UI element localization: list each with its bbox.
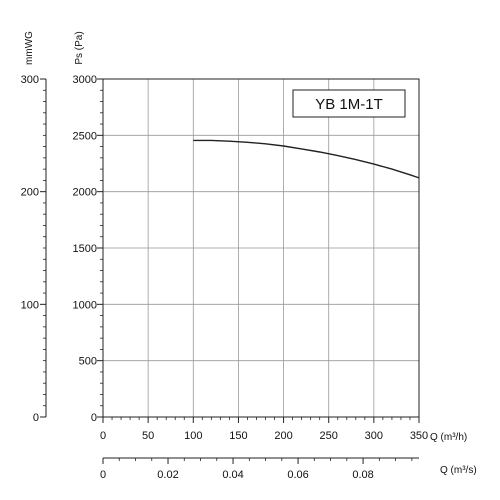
y-tick-label: 2000 [73, 187, 97, 199]
x-tick-label: 50 [142, 430, 154, 442]
secondary-y-tick-label: 0 [33, 412, 39, 424]
y-tick-label: 2500 [73, 130, 97, 142]
y-tick-label: 500 [79, 356, 97, 368]
minor-ticks [100, 89, 411, 420]
secondary-x-tick-label: 0.02 [157, 469, 178, 481]
y-tick-label: 1000 [73, 299, 97, 311]
title-box: YB 1M-1T [292, 89, 406, 118]
x-tick-label: 300 [365, 430, 383, 442]
secondary-x-axis-label: Q (m³/s) [440, 465, 477, 476]
x-tick-label: 0 [100, 430, 106, 442]
x-tick-label: 200 [274, 430, 292, 442]
x-tick-label: 250 [320, 430, 338, 442]
secondary-x-tick-label: 0.06 [287, 469, 308, 481]
chart-title: YB 1M-1T [315, 96, 383, 113]
x-tick-label: 100 [184, 430, 202, 442]
y-ticks: 0 500 1000 1500 2000 2500 3000 [73, 74, 103, 424]
secondary-y-tick-label: 300 [21, 74, 39, 86]
y-axis-label: Ps (Pa) [74, 31, 85, 64]
x-ticks: 0 50 100 150 200 250 300 350 [100, 417, 428, 442]
performance-curve [193, 139, 420, 179]
x-tick-label: 350 [410, 430, 428, 442]
y-tick-label: 1500 [73, 243, 97, 255]
secondary-x-tick-label: 0.08 [352, 469, 373, 481]
secondary-x-axis: 0 0.02 0.04 0.06 0.08 [100, 457, 419, 481]
secondary-y-axis-label: mmWG [24, 31, 35, 65]
x-tick-label: 150 [229, 430, 247, 442]
x-axis-label: Q (m³/h) [430, 432, 467, 443]
secondary-y-tick-label: 100 [21, 299, 39, 311]
secondary-x-tick-label: 0.04 [222, 469, 243, 481]
secondary-x-tick-label: 0 [100, 469, 106, 481]
y-tick-label: 0 [91, 412, 97, 424]
grid [103, 79, 419, 417]
secondary-y-axis: 0 100 200 300 [21, 74, 47, 424]
secondary-y-tick-label: 200 [21, 187, 39, 199]
y-tick-label: 3000 [73, 74, 97, 86]
